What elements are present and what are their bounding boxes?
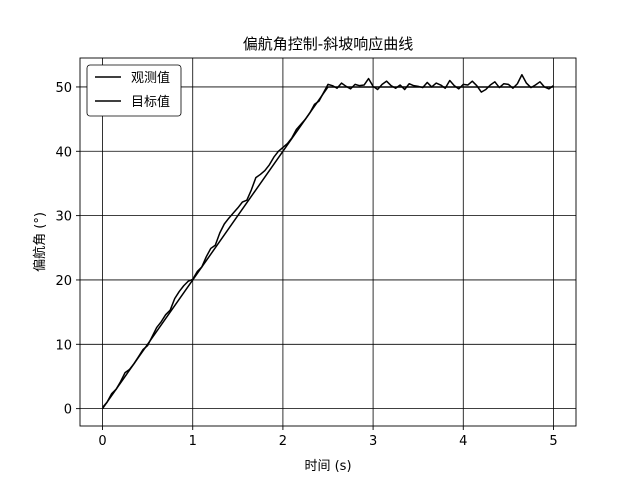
x-tick-label: 3 — [369, 434, 377, 449]
y-axis-label: 偏航角 (°) — [32, 212, 48, 272]
x-tick-label: 0 — [98, 434, 106, 449]
plot-area — [79, 57, 577, 427]
legend: 观测值 目标值 — [86, 64, 182, 117]
x-axis-label: 时间 (s) — [304, 459, 351, 474]
series-observed — [101, 73, 554, 408]
x-tick-label: 4 — [459, 434, 467, 449]
y-tick-label: 20 — [55, 274, 72, 289]
x-tick-label: 2 — [279, 434, 287, 449]
x-tick-label: 1 — [189, 434, 197, 449]
legend-label-target: 目标值 — [131, 94, 170, 110]
y-tick-label: 10 — [55, 338, 72, 353]
series-target — [101, 86, 554, 410]
series-group — [101, 73, 554, 410]
y-tick-label: 30 — [55, 210, 72, 225]
legend-label-observed: 观测值 — [131, 70, 170, 86]
y-tick-label: 50 — [55, 81, 72, 96]
chart-title: 偏航角控制-斜坡响应曲线 — [243, 35, 413, 53]
y-tick-label: 40 — [55, 145, 72, 160]
x-tick-label: 5 — [549, 434, 557, 449]
y-tick-label: 0 — [64, 403, 72, 418]
